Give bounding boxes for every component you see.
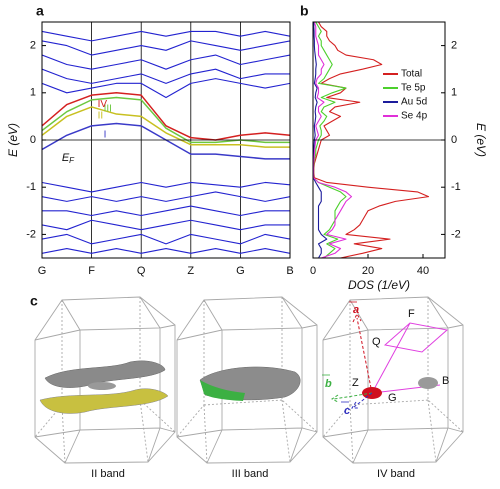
fermi-pocket [88,382,116,390]
band-label: II [98,111,104,122]
legend-label: Te 5p [401,83,426,94]
zone-label: Q [372,336,381,348]
y-tick-label: 0 [30,134,36,146]
y-tick-label: -1 [26,181,36,193]
band-label: IV [98,99,108,110]
x-tick-label: G [236,265,245,277]
fermi-pocket [418,377,438,389]
zone-label: c [344,405,350,417]
legend-label: Total [401,69,422,80]
zone-label: b [325,378,332,390]
x-tick-label: 20 [362,265,374,277]
caption: IV band [377,468,415,480]
x-tick-label: G [38,265,47,277]
zone-label: F [408,308,415,320]
legend-label: Se 4p [401,111,428,122]
fermi-label: EF [62,152,75,165]
y-tick-label: 1 [30,87,36,99]
zone-label: G [388,392,397,404]
y-tick-label: 1 [451,87,457,99]
panel-label: b [300,3,309,19]
y-tick-label: -2 [26,228,36,240]
y-axis-label: E (eV) [474,123,488,157]
x-axis-label: DOS (1/eV) [348,278,410,292]
fermi-surfaces: a F Q B b Z G c II band III band IV band [34,296,464,480]
vector-c [351,392,373,409]
series-line [42,40,290,56]
series-line [42,205,290,217]
panel-label: a [36,3,44,19]
series-line [42,92,290,141]
zone-label: Z [352,377,359,389]
band-label: I [104,129,107,140]
y-tick-label: -1 [451,181,461,193]
series-line [42,30,290,42]
series-line [42,68,290,84]
x-tick-label: 40 [417,265,429,277]
plot-frame [312,21,446,259]
y-axis-label: E (eV) [6,123,20,157]
series-line [42,191,290,202]
x-tick-label: Q [137,265,146,277]
series-line [42,181,290,193]
fermi-blob [200,380,245,401]
vector-b [331,392,373,403]
plot-frame [41,21,291,259]
x-tick-label: B [286,265,293,277]
series-line [42,219,290,231]
zone-label: B [442,375,449,387]
fermi-sheet [44,360,166,388]
y-tick-label: -2 [451,228,461,240]
caption: II band [91,468,125,480]
series-line [42,96,290,144]
panel-label: c [30,293,38,309]
legend-label: Au 5d [401,97,427,108]
caption: III band [232,468,269,480]
series-line [42,233,290,245]
fermi-label-sub: F [69,156,75,165]
band-label: III [104,104,112,115]
fermi-sheet [39,388,169,414]
x-tick-label: 0 [310,265,316,277]
x-tick-label: F [88,265,95,277]
zone-label: a [353,304,359,316]
series-line [42,248,290,254]
y-tick-label: 0 [451,134,457,146]
vector-a [352,312,373,394]
series-line [42,78,290,99]
fermi-label-main: E [62,152,70,164]
series-group [42,30,290,254]
series-line [42,54,290,70]
y-tick-label: 2 [30,40,36,52]
x-tick-label: Z [187,265,194,277]
series-line [42,106,290,148]
y-tick-label: 2 [451,40,457,52]
